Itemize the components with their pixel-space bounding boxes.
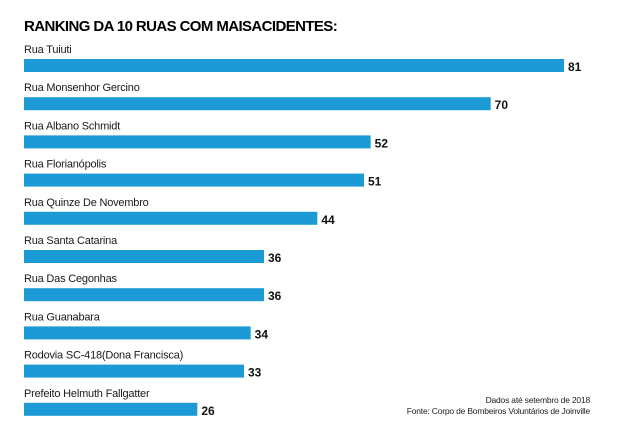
chart-title: RANKING DA 10 RUAS COM MAISACIDENTES: — [24, 18, 337, 35]
footnote-date: Dados até setembro de 2018 — [486, 395, 591, 405]
value-label: 34 — [255, 327, 269, 341]
category-label: Rodovia SC-418(Dona Francisca) — [24, 350, 183, 362]
bar — [24, 364, 244, 378]
category-label: Rua Quinze De Novembro — [24, 197, 149, 209]
bar — [24, 59, 564, 72]
category-label: Rua Guanabara — [24, 311, 101, 323]
bar — [24, 250, 264, 263]
bar — [24, 211, 318, 225]
category-label: Rua Monsenhor Gercino — [24, 82, 140, 94]
value-label: 81 — [568, 60, 582, 74]
value-label: 26 — [201, 404, 215, 418]
bar — [24, 402, 198, 416]
category-label: Rua Das Cegonhas — [24, 273, 118, 285]
bar — [24, 135, 371, 149]
value-label: 36 — [268, 251, 282, 265]
bar — [24, 326, 251, 340]
value-label: 33 — [248, 366, 262, 380]
footnote-source: Fonte: Corpo de Bombeiros Voluntários de… — [407, 406, 591, 416]
category-label: Rua Florianópolis — [24, 159, 107, 171]
category-label: Rua Santa Catarina — [24, 235, 118, 247]
bar — [24, 288, 264, 302]
value-label: 52 — [375, 136, 389, 150]
category-label: Rua Albano Schmidt — [24, 120, 120, 132]
bar — [24, 97, 491, 111]
value-label: 70 — [495, 98, 509, 112]
category-label: Rua Tuiuti — [24, 44, 72, 56]
value-label: 36 — [268, 289, 282, 303]
value-label: 44 — [321, 213, 335, 227]
value-label: 51 — [368, 175, 382, 189]
category-label: Prefeito Helmuth Fallgatter — [24, 388, 150, 400]
bar — [24, 173, 364, 187]
bars-group: Rua Tuiuti 81 Rua Monsenhor Gercino 70 Rua A… — [24, 44, 582, 418]
